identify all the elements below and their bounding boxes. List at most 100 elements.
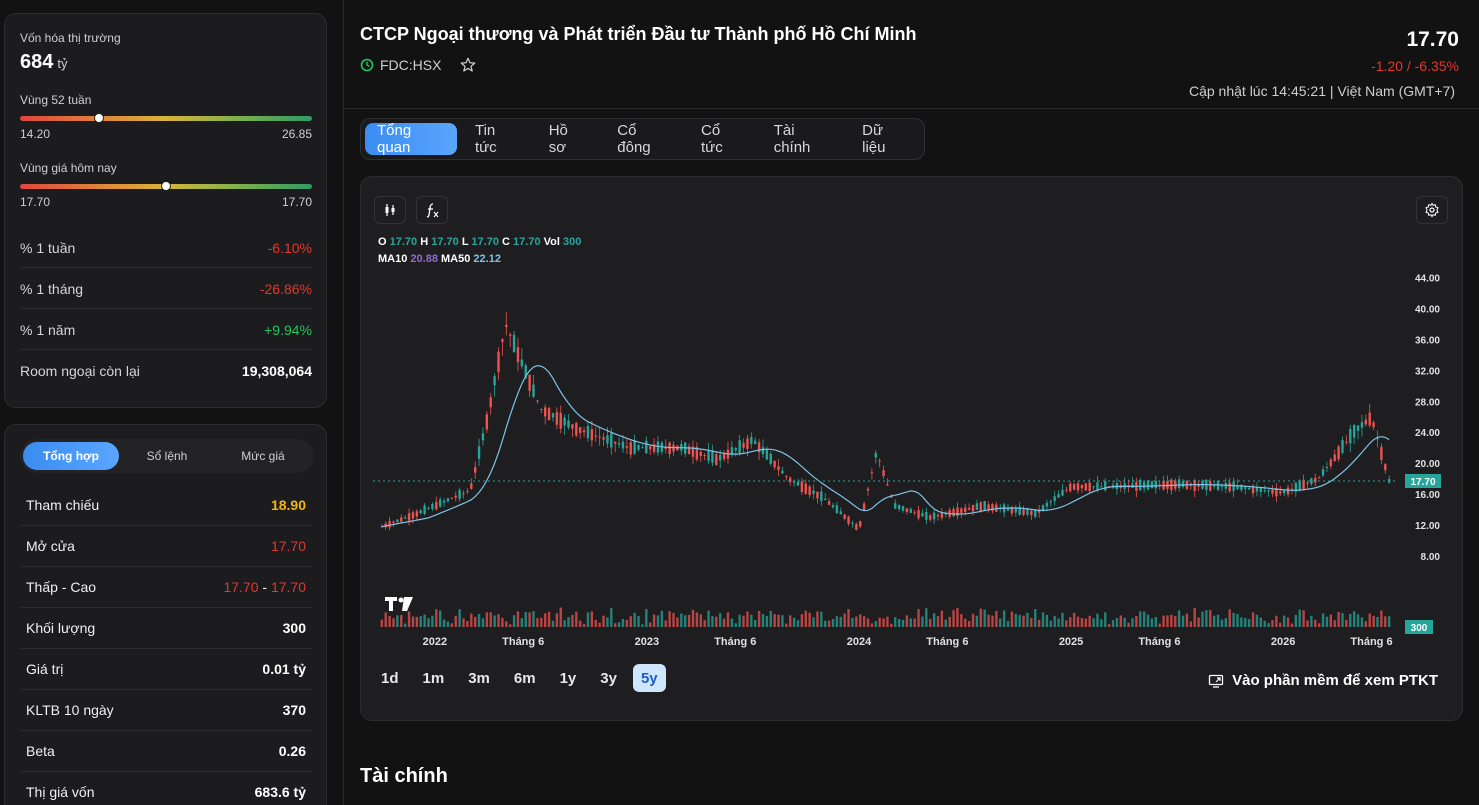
tab-summary[interactable]: Tổng hợp	[23, 442, 119, 470]
candle-body	[719, 454, 722, 461]
candle-body	[1368, 412, 1371, 426]
candle-body	[392, 521, 395, 524]
y-tick-label: 40.00	[1415, 304, 1440, 315]
volume-bar	[1022, 615, 1025, 627]
candle-body	[792, 480, 796, 483]
candle-body	[967, 507, 971, 510]
candle-body	[1247, 487, 1251, 490]
volume-bar	[684, 615, 687, 627]
indicators-button[interactable]	[416, 196, 448, 224]
range-3y[interactable]: 3y	[600, 669, 617, 687]
volume-bar	[1127, 622, 1130, 627]
candle-body	[442, 500, 446, 503]
candle-body	[1360, 422, 1364, 428]
range-3m[interactable]: 3m	[468, 669, 490, 687]
range-1y[interactable]: 1y	[559, 669, 577, 687]
tab-news[interactable]: Tin tức	[474, 122, 497, 156]
candle-body	[563, 417, 566, 426]
x-tick-label: 2023	[635, 636, 659, 648]
candle-body	[754, 440, 757, 444]
volume-bar	[1360, 617, 1364, 627]
candle-body	[1321, 469, 1325, 476]
volume-bar	[1150, 618, 1154, 627]
tab-price-levels[interactable]: Mức giá	[241, 449, 285, 463]
candle-body	[812, 490, 815, 495]
volume-bar	[1002, 610, 1006, 627]
volume-bar	[999, 618, 1002, 627]
tab-financials[interactable]: Tài chính	[773, 122, 811, 156]
candlestick-type-button[interactable]	[374, 196, 406, 224]
tab-shareholders[interactable]: Cổ đông	[617, 122, 651, 156]
stat-1-month: % 1 tháng -26.86%	[20, 269, 312, 309]
volume-bar	[516, 611, 520, 627]
volume-bar	[656, 615, 660, 627]
stat-value: +9.94%	[264, 321, 312, 338]
volume-bar	[897, 618, 901, 627]
range-1d[interactable]: 1d	[381, 669, 399, 687]
candle-body	[470, 483, 473, 489]
tab-data[interactable]: Dữ liệu	[862, 122, 886, 156]
volume-bar	[1325, 616, 1329, 627]
candle-body	[380, 526, 384, 528]
row-market-cap: Thị giá vốn 683.6 tỷ	[20, 772, 312, 805]
favorite-star-icon[interactable]	[459, 56, 477, 74]
volume-bar	[1329, 614, 1333, 627]
candle-body	[501, 339, 504, 342]
volume-bar	[435, 609, 438, 627]
volume-bar	[680, 613, 683, 627]
tab-overview[interactable]: Tổng quan	[365, 122, 457, 156]
price-chart[interactable]: 44.00 40.00 36.00 32.00 28.00 24.00 20.00 16.00…	[373, 257, 1448, 657]
stat-1-week: % 1 tuần -6.10%	[20, 228, 312, 268]
volume-bar	[1061, 612, 1064, 627]
volume-bar	[660, 610, 664, 627]
volume-bar	[975, 615, 979, 627]
volume-bar	[979, 608, 982, 627]
chart-settings-button[interactable]	[1416, 196, 1448, 224]
candle-body	[1267, 490, 1270, 492]
volume-bar	[781, 615, 784, 627]
open-ta-software-link[interactable]: Vào phần mềm để xem PTKT	[1208, 672, 1438, 689]
candle-body	[481, 433, 485, 441]
candle-body	[645, 440, 648, 454]
candle-body	[497, 351, 500, 373]
volume-bar	[874, 621, 877, 627]
range-today-label: Vùng giá hôm nay	[20, 161, 117, 175]
tab-dividends[interactable]: Cổ tức	[701, 122, 723, 156]
volume-bar	[477, 614, 481, 627]
candle-body	[664, 446, 667, 449]
volume-bar	[438, 610, 442, 627]
range-6m[interactable]: 6m	[513, 669, 536, 687]
candle-body	[1302, 479, 1305, 491]
candle-body	[855, 523, 858, 531]
ma50-label: MA50	[441, 253, 471, 265]
candle-body	[707, 450, 710, 461]
volume-bar	[1034, 608, 1037, 627]
volume-bar	[870, 623, 874, 627]
x-tick-label: Tháng 6	[714, 636, 756, 648]
volume-bar	[1201, 611, 1204, 627]
range-1m[interactable]: 1m	[422, 669, 445, 687]
x-tick-label: Tháng 6	[1350, 636, 1392, 648]
volume-bar	[695, 612, 699, 627]
volume-bar	[1139, 611, 1142, 627]
x-tick-label: 2026	[1271, 636, 1295, 648]
candle-body	[649, 446, 652, 450]
candle-body	[820, 491, 823, 502]
candle-body	[831, 504, 835, 508]
volume-bar	[754, 620, 757, 627]
range-52-week-bar	[20, 113, 312, 123]
candle-body	[423, 505, 426, 514]
range-5y[interactable]: 5y	[632, 664, 666, 692]
volume-bar	[1247, 619, 1251, 627]
volume-bar	[450, 623, 454, 627]
candle-body	[979, 502, 982, 512]
tab-profile[interactable]: Hồ sơ	[548, 122, 568, 156]
volume-bar	[1170, 614, 1173, 627]
volume-bar	[952, 610, 955, 627]
tab-order-book[interactable]: Sổ lệnh	[146, 449, 188, 463]
candle-body	[1181, 481, 1185, 487]
function-fx-icon	[426, 203, 439, 218]
ma-legend: MA10 20.88 MA50 22.12	[378, 253, 501, 265]
candle-body	[1006, 507, 1010, 511]
volume-bar	[466, 620, 469, 627]
